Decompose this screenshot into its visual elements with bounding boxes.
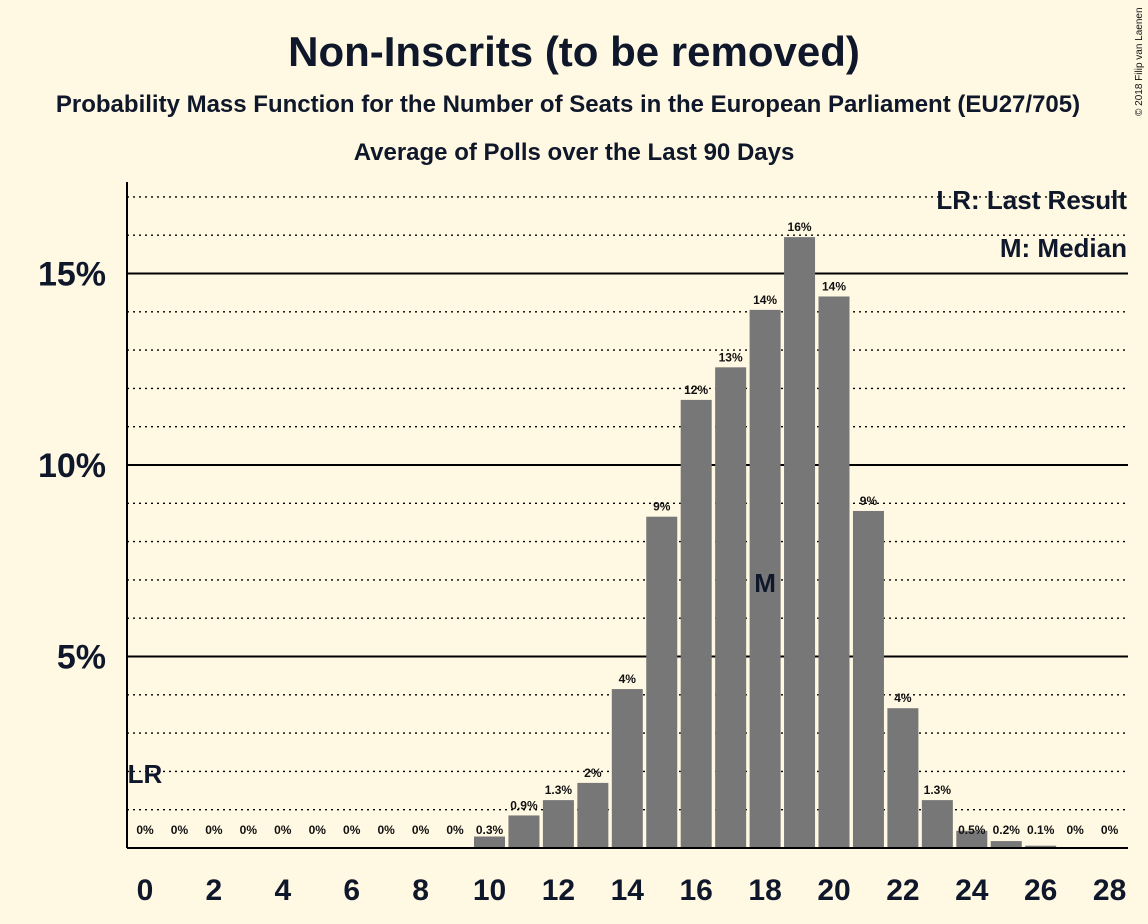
bar — [749, 309, 781, 848]
chart-subtitle: Probability Mass Function for the Number… — [56, 91, 1080, 118]
data-label: 0% — [274, 823, 292, 837]
x-tick-label: 4 — [274, 874, 291, 907]
data-label: 13% — [719, 350, 743, 364]
x-tick-label: 12 — [542, 874, 575, 907]
data-label: 1.3% — [545, 783, 573, 797]
y-tick-label: 5% — [57, 639, 106, 677]
chart-subtitle-2: Average of Polls over the Last 90 Days — [354, 139, 795, 166]
data-label: 0% — [446, 823, 464, 837]
bar — [956, 830, 988, 848]
median-marker: M — [754, 568, 776, 598]
bar — [852, 510, 884, 848]
data-label: 0% — [136, 823, 154, 837]
legend-last-result: LR: Last Result — [936, 185, 1127, 215]
x-tick-label: 14 — [611, 874, 645, 907]
x-tick-label: 0 — [137, 874, 154, 907]
y-axis-ticks: 5% 10% 15% — [38, 256, 106, 677]
x-tick-label: 10 — [473, 874, 506, 907]
data-label: 0% — [1066, 823, 1084, 837]
data-label: 0% — [412, 823, 430, 837]
y-tick-label: 10% — [38, 447, 106, 485]
bar — [646, 516, 678, 848]
bar — [508, 815, 540, 848]
data-label: 0% — [240, 823, 258, 837]
copyright-note: © 2018 Filip van Laenen — [1134, 7, 1145, 116]
bar — [990, 841, 1022, 848]
data-label: 0.5% — [958, 823, 986, 837]
bar — [474, 836, 505, 848]
x-tick-label: 26 — [1024, 874, 1057, 907]
x-tick-label: 6 — [343, 874, 360, 907]
data-label: 14% — [753, 293, 777, 307]
bar — [542, 800, 574, 848]
y-tick-label: 15% — [38, 256, 106, 294]
data-label: 9% — [653, 500, 671, 514]
bars — [474, 237, 1057, 849]
data-label: 2% — [584, 766, 602, 780]
bar — [577, 782, 609, 848]
data-labels: 0% 0% 0% 0% 0% 0% 0% 0% 0% 0% 0.3% 0.9% 1.3% 2% 4% 9% 12… — [136, 220, 1118, 837]
chart-title: Non-Inscrits (to be removed) — [288, 28, 860, 75]
data-label: 0.1% — [1027, 823, 1055, 837]
data-label: 0% — [343, 823, 361, 837]
x-tick-label: 18 — [748, 874, 781, 907]
gridlines — [127, 196, 1128, 811]
data-label: 12% — [684, 383, 708, 397]
x-tick-label: 24 — [955, 874, 989, 907]
x-axis-ticks: 0 2 4 6 8 10 12 14 16 18 20 22 24 26 28 — [137, 874, 1127, 907]
bar — [611, 689, 643, 848]
legend-median: M: Median — [1000, 233, 1127, 263]
data-label: 1.3% — [924, 783, 952, 797]
bar — [921, 800, 953, 848]
x-tick-label: 16 — [680, 874, 713, 907]
bar — [1025, 845, 1057, 848]
last-result-marker: LR — [128, 759, 163, 789]
data-label: 14% — [822, 279, 846, 293]
bar — [680, 399, 712, 848]
data-label: 0.3% — [476, 823, 504, 837]
bar — [784, 237, 816, 849]
data-label: 0% — [1101, 823, 1119, 837]
data-label: 0% — [205, 823, 223, 837]
data-label: 0.2% — [993, 823, 1021, 837]
data-label: 0.9% — [510, 798, 538, 812]
x-tick-label: 8 — [412, 874, 429, 907]
data-label: 4% — [619, 672, 637, 686]
data-label: 0% — [171, 823, 189, 837]
bar — [818, 296, 850, 849]
data-label: 9% — [860, 494, 878, 508]
x-tick-label: 20 — [817, 874, 850, 907]
x-tick-label: 2 — [206, 874, 223, 907]
data-label: 0% — [309, 823, 327, 837]
data-label: 0% — [377, 823, 395, 837]
data-label: 4% — [894, 691, 912, 705]
x-tick-label: 28 — [1093, 874, 1126, 907]
bar — [887, 708, 919, 848]
bar — [715, 367, 747, 848]
data-label: 16% — [788, 220, 812, 234]
x-tick-label: 22 — [886, 874, 919, 907]
